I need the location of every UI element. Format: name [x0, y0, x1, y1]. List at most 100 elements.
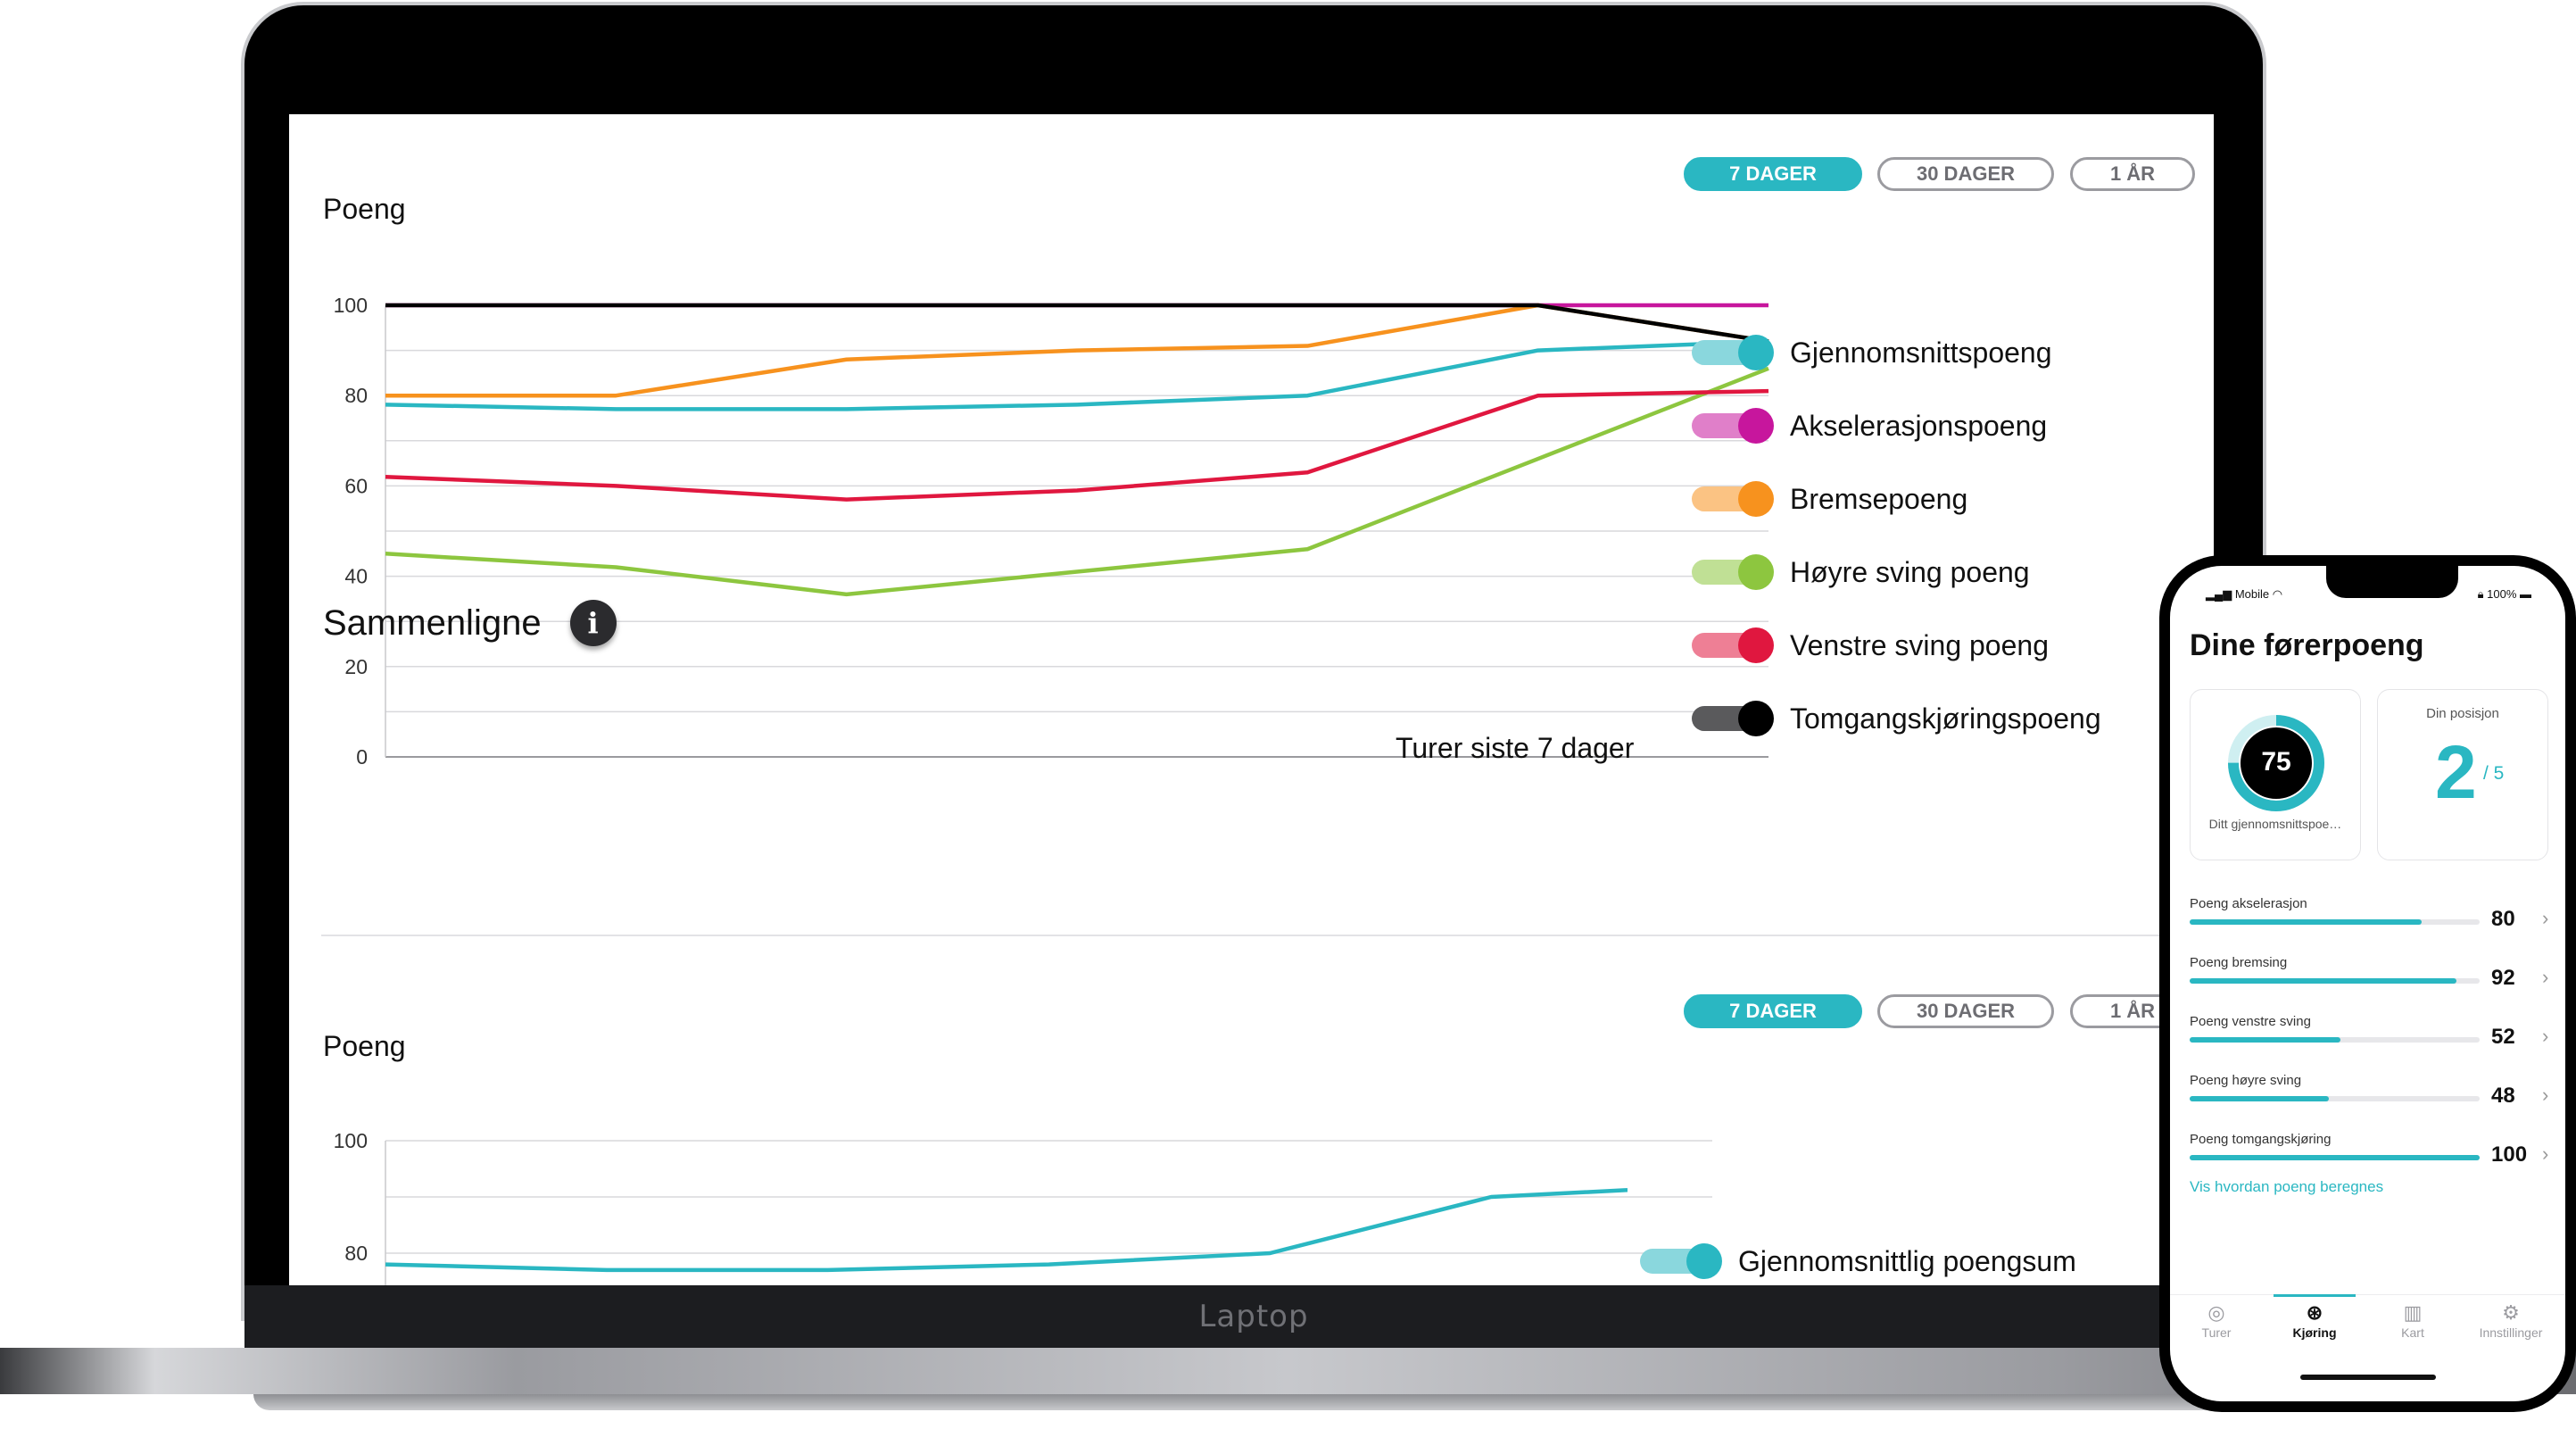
y-tick-label: 0 — [356, 745, 368, 769]
legend-item: Venstre sving poeng — [1692, 609, 2101, 682]
compare-divider — [321, 935, 2214, 936]
tab-kart[interactable]: ▥ Kart — [2366, 1300, 2459, 1349]
bottom-line-chart: 80 100 — [334, 1129, 1712, 1285]
score-label: Poeng venstre sving — [2190, 1014, 2311, 1029]
top-line-chart: 0 20 40 60 80 100 — [334, 294, 1769, 769]
bottom-period-7-days-button[interactable]: 7 DAGER — [1684, 994, 1862, 1028]
legend-label: Bremsepoeng — [1790, 482, 1968, 515]
score-row[interactable]: Poeng akselerasjon 80 › — [2190, 896, 2551, 951]
y-tick-label: 100 — [334, 294, 368, 317]
y-tick-label: 60 — [344, 474, 368, 497]
chevron-right-icon: › — [2542, 907, 2549, 929]
score-bar — [2190, 1155, 2480, 1160]
score-bar-fill — [2190, 1155, 2480, 1160]
gear-icon: ⚙ — [2502, 1301, 2520, 1324]
score-label: Poeng tomgangskjøring — [2190, 1132, 2332, 1147]
toggle-knob — [1738, 701, 1774, 736]
map-icon: ▥ — [2403, 1301, 2423, 1324]
position-card: Din posisjon 2 / 5 — [2377, 689, 2548, 860]
wifi-icon: ◠ — [2269, 587, 2283, 601]
y-tick-label: 80 — [344, 1242, 368, 1265]
how-scores-calculated-link[interactable]: Vis hvordan poeng beregnes — [2190, 1178, 2384, 1195]
series-toggle[interactable] — [1692, 554, 1774, 590]
phone-page-title: Dine førerpoeng — [2190, 628, 2424, 662]
tab-innstillinger[interactable]: ⚙ Innstillinger — [2464, 1300, 2557, 1349]
legend-label: Gjennomsnittspoeng — [1790, 336, 2052, 369]
legend-item: Akselerasjonspoeng — [1692, 389, 2101, 462]
lock-icon: 🔒︎ — [2477, 587, 2488, 601]
legend-item: Gjennomsnittlig poengsum — [1640, 1225, 2076, 1285]
y-tick-label: 80 — [344, 384, 368, 407]
tab-kjoring[interactable]: ⊛ Kjøring — [2268, 1294, 2361, 1349]
pin-icon: ◎ — [2207, 1301, 2225, 1324]
top-chart-legend: Gjennomsnittspoeng Akselerasjonspoeng Brem… — [1692, 316, 2101, 755]
score-row[interactable]: Poeng bremsing 92 › — [2190, 955, 2551, 1010]
score-row[interactable]: Poeng venstre sving 52 › — [2190, 1014, 2551, 1069]
status-battery: 🔒︎ 100% ▬ — [2477, 587, 2531, 601]
laptop-brand-label: Laptop — [1198, 1299, 1309, 1334]
laptop-foot — [253, 1394, 2257, 1410]
status-carrier: ▂▄▆ Mobile ◠ — [2206, 587, 2283, 601]
score-bar — [2190, 978, 2480, 984]
legend-item: Tomgangskjøringspoeng — [1692, 682, 2101, 755]
toggle-knob — [1738, 627, 1774, 663]
position-total: / 5 — [2483, 763, 2505, 784]
phone-tab-bar: ◎ Turer ⊛ Kjøring ▥ Kart ⚙ Innstillinger — [2170, 1294, 2565, 1358]
toggle-knob — [1738, 481, 1774, 517]
laptop-bezel: Laptop — [244, 1285, 2263, 1348]
chevron-right-icon: › — [2542, 1142, 2549, 1165]
series-line — [385, 388, 1769, 502]
score-row[interactable]: Poeng høyre sving 48 › — [2190, 1073, 2551, 1128]
top-chart-x-caption: Turer siste 7 dager — [1396, 732, 1635, 764]
bottom-period-30-days-button[interactable]: 30 DAGER — [1877, 994, 2054, 1028]
series-toggle[interactable] — [1640, 1243, 1722, 1279]
series-toggle[interactable] — [1692, 481, 1774, 517]
laptop-base — [0, 1348, 2576, 1394]
compare-header: Sammenligne i — [323, 600, 617, 646]
score-label: Poeng akselerasjon — [2190, 896, 2307, 911]
series-toggle[interactable] — [1692, 701, 1774, 736]
avg-score-ring — [2228, 715, 2324, 811]
top-period-1-year-button[interactable]: 1 ÅR — [2070, 157, 2195, 191]
position-label: Din posisjon — [2426, 706, 2499, 721]
y-tick-label: 40 — [344, 565, 368, 588]
top-period-7-days-button[interactable]: 7 DAGER — [1684, 157, 1862, 191]
top-period-30-days-button[interactable]: 30 DAGER — [1877, 157, 2054, 191]
score-value: 48 — [2491, 1084, 2515, 1108]
score-value: 92 — [2491, 966, 2515, 990]
toggle-knob — [1738, 335, 1774, 370]
legend-label: Venstre sving poeng — [1790, 628, 2049, 661]
phone-screen: ▂▄▆ Mobile ◠ 🔒︎ 100% ▬ Dine førerpoeng 7… — [2170, 566, 2565, 1401]
score-bar-fill — [2190, 1096, 2329, 1101]
score-bar-fill — [2190, 978, 2456, 984]
chevron-right-icon: › — [2542, 1084, 2549, 1106]
y-tick-label: 20 — [344, 655, 368, 678]
y-tick-label: 100 — [334, 1129, 368, 1152]
bottom-chart-legend: Gjennomsnittlig poengsum — [1640, 1225, 2076, 1285]
compare-title: Sammenligne — [323, 602, 542, 643]
legend-item: Bremsepoeng — [1692, 462, 2101, 536]
score-bar-fill — [2190, 919, 2422, 925]
avg-score-label: Ditt gjennomsnittspoe… — [2208, 817, 2342, 831]
legend-label: Gjennomsnittlig poengsum — [1738, 1244, 2076, 1277]
chevron-right-icon: › — [2542, 966, 2549, 988]
battery-icon: ▬ — [2516, 587, 2531, 601]
score-label: Poeng høyre sving — [2190, 1073, 2302, 1088]
legend-item: Høyre sving poeng — [1692, 536, 2101, 609]
score-row[interactable]: Poeng tomgangskjøring 100 › — [2190, 1132, 2551, 1187]
score-value: 52 — [2491, 1025, 2515, 1049]
score-label: Poeng bremsing — [2190, 955, 2288, 970]
info-icon[interactable]: i — [569, 600, 617, 646]
score-value: 80 — [2491, 907, 2515, 931]
series-toggle[interactable] — [1692, 335, 1774, 370]
score-bar — [2190, 1037, 2480, 1043]
legend-label: Høyre sving poeng — [1790, 555, 2030, 588]
tab-turer[interactable]: ◎ Turer — [2170, 1300, 2263, 1349]
series-toggle[interactable] — [1692, 627, 1774, 663]
signal-icon: ▂▄▆ — [2206, 587, 2235, 601]
series-line — [385, 366, 1769, 597]
series-toggle[interactable] — [1692, 408, 1774, 444]
phone-notch — [2326, 566, 2458, 598]
chevron-right-icon: › — [2542, 1025, 2549, 1047]
toggle-knob — [1686, 1243, 1722, 1279]
